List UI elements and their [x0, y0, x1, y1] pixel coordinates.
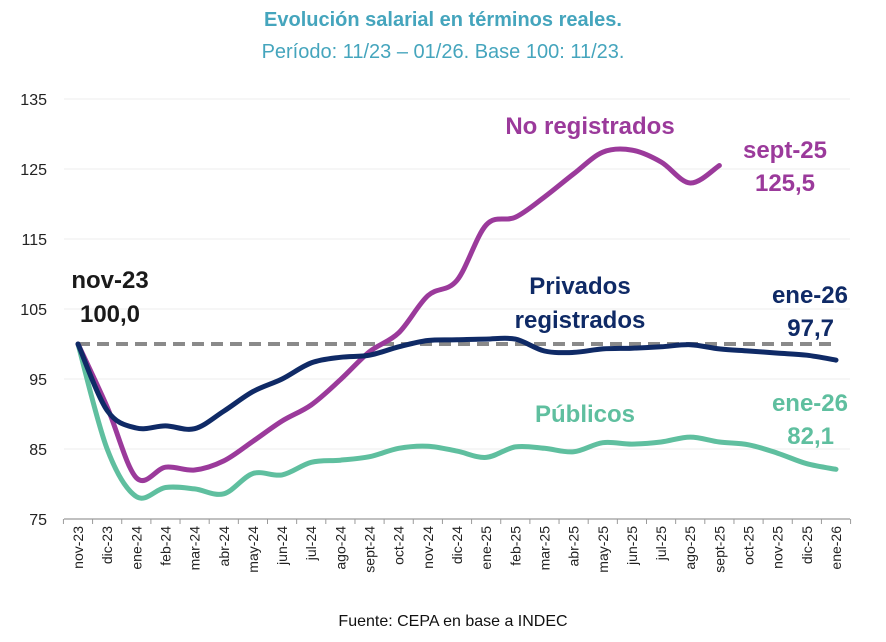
x-tick-label: ene-26 — [828, 526, 844, 570]
x-tick-label: sept-25 — [711, 526, 727, 573]
chart-subtitle: Período: 11/23 – 01/26. Base 100: 11/23. — [261, 41, 625, 63]
annotation-start: nov-23 — [71, 267, 148, 294]
x-tick-label: jun-25 — [624, 526, 640, 566]
annotation-pub-end: ene-26 — [772, 390, 848, 417]
annotation-start-value: 100,0 — [80, 301, 140, 328]
y-tick-label: 105 — [20, 302, 47, 319]
x-tick-label: sept-24 — [362, 526, 378, 573]
x-tick-label: dic-25 — [799, 526, 815, 564]
x-tick-label: dic-24 — [449, 526, 465, 564]
annotation-pub-name: Públicos — [535, 401, 635, 428]
x-tick-label: nov-25 — [770, 526, 786, 569]
x-tick-label: mar-25 — [536, 526, 552, 571]
chart-title: Evolución salarial en términos reales. — [264, 9, 622, 31]
annotation-noreg-end-value: 125,5 — [755, 170, 815, 197]
y-tick-label: 75 — [29, 512, 47, 529]
x-tick-label: feb-24 — [157, 526, 173, 566]
annotation-noreg-name: No registrados — [505, 113, 674, 140]
annotation-priv-name-value: registrados — [515, 307, 646, 334]
x-tick-label: may-24 — [245, 526, 261, 573]
gridlines — [64, 98, 850, 450]
x-tick-label: ago-24 — [332, 526, 348, 570]
x-tick-label: nov-23 — [70, 526, 86, 569]
annotations: nov-23 100,0 No registrados sept-25 125,5 Pri… — [71, 113, 848, 450]
x-tick-label: ene-25 — [478, 526, 494, 570]
x-tick-label: oct-25 — [741, 526, 757, 565]
x-tick-label: may-25 — [595, 526, 611, 573]
x-tick-label: jun-24 — [274, 526, 290, 566]
series-line-privados-registrados — [75, 335, 839, 432]
x-tick-label: jul-25 — [653, 526, 669, 561]
series-line-p-blicos — [75, 341, 839, 501]
y-axis: 75 85 95 105 115 125 135 — [20, 92, 47, 529]
series-lines — [75, 146, 839, 501]
y-tick-label: 85 — [29, 442, 47, 459]
x-tick-label: dic-23 — [99, 526, 115, 564]
x-tick-label: nov-24 — [420, 526, 436, 569]
annotation-pub-end-value: 82,1 — [787, 423, 834, 450]
annotation-priv-end-value: 97,7 — [787, 315, 834, 342]
y-tick-label: 115 — [21, 232, 47, 249]
y-tick-label: 125 — [20, 162, 47, 179]
x-tick-label: ene-24 — [128, 526, 144, 570]
x-tick-label: ago-25 — [682, 526, 698, 570]
y-tick-label: 95 — [29, 372, 47, 389]
x-tick-label: feb-25 — [507, 526, 523, 566]
y-tick-label: 135 — [20, 92, 47, 109]
x-tick-label: abr-25 — [566, 526, 582, 567]
annotation-priv-end: ene-26 — [772, 282, 848, 309]
annotation-priv-name: Privados — [529, 273, 630, 300]
x-tick-label: oct-24 — [391, 526, 407, 565]
x-tick-label: mar-24 — [187, 526, 203, 571]
x-axis: nov-23 dic-23 ene-24 feb-24 mar-24 abr-24 may-… — [62, 518, 852, 573]
annotation-noreg-end: sept-25 — [743, 137, 827, 164]
x-tick-label: abr-24 — [216, 526, 232, 567]
x-tick-label: jul-24 — [303, 526, 319, 561]
source-note: Fuente: CEPA en base a INDEC — [338, 613, 568, 630]
